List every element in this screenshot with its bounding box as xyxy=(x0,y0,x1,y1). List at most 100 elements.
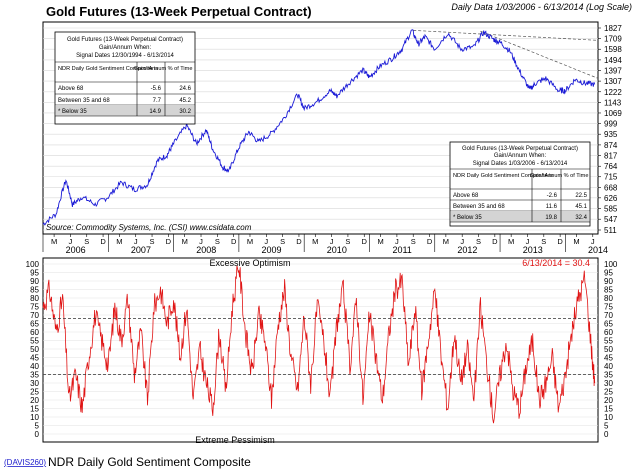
sentiment-y-gridlines xyxy=(43,263,598,435)
sentiment-line xyxy=(42,265,596,424)
sentiment-right-tick-labels: 0510152025303540455055606570758085909510… xyxy=(604,260,618,439)
stats-table-long-term: Gold Futures (13-Week Perpetual Contract… xyxy=(54,31,196,125)
gold-x-month-label: J xyxy=(264,237,268,246)
sentiment-right-tick-label: 35 xyxy=(604,371,613,380)
gold-y-tick-label: 715 xyxy=(604,173,618,182)
table-row-gain: 19.8 xyxy=(545,215,557,221)
table-row-time: 45.2 xyxy=(179,98,191,104)
sentiment-left-tick-label: 30 xyxy=(30,379,39,388)
gold-x-month-label: S xyxy=(345,237,350,246)
gold-x-month-label: J xyxy=(526,237,530,246)
sentiment-left-tick-label: 45 xyxy=(30,354,39,363)
gold-x-month-label: D xyxy=(231,237,237,246)
gold-y-tick-label: 626 xyxy=(604,194,618,203)
gold-x-month-label: J xyxy=(199,237,203,246)
table-row-gain: -2.6 xyxy=(547,193,558,199)
sentiment-left-tick-label: 20 xyxy=(30,396,39,405)
sentiment-left-tick-label: 40 xyxy=(30,362,39,371)
sentiment-left-tick-label: 25 xyxy=(30,388,39,397)
sentiment-right-tick-label: 70 xyxy=(604,311,613,320)
gold-chart-subtitle: Daily Data 1/03/2006 - 6/13/2014 (Log Sc… xyxy=(451,2,632,12)
table-row-label: * Below 35 xyxy=(58,109,87,115)
gold-x-year-label: 2008 xyxy=(196,245,216,255)
gold-price-line xyxy=(42,29,596,226)
table-row-time: 32.4 xyxy=(575,215,587,221)
gold-x-month-label: M xyxy=(573,237,579,246)
trendline-upper xyxy=(413,30,599,41)
sentiment-left-tick-label: 15 xyxy=(30,405,39,414)
gold-x-month-label: S xyxy=(215,237,220,246)
gold-y-tick-label: 1143 xyxy=(604,98,622,107)
gold-x-month-label: M xyxy=(312,237,318,246)
sentiment-left-tick-label: 55 xyxy=(30,337,39,346)
gold-x-month-label: S xyxy=(84,237,89,246)
sentiment-left-tick-label: 10 xyxy=(30,413,39,422)
gold-x-month-label: S xyxy=(411,237,416,246)
gold-x-year-label: 2009 xyxy=(262,245,282,255)
gold-y-tick-label: 1709 xyxy=(604,35,622,44)
gold-y-tick-label: 1598 xyxy=(604,45,622,54)
gold-x-month-label: M xyxy=(443,237,449,246)
gold-x-month-label: D xyxy=(492,237,498,246)
sentiment-right-tick-label: 25 xyxy=(604,388,613,397)
gold-x-month-label: J xyxy=(395,237,399,246)
gold-x-month-label: D xyxy=(100,237,106,246)
table-2-highlight-row xyxy=(450,211,590,222)
gold-x-month-label: D xyxy=(427,237,433,246)
gold-y-tick-label: 1827 xyxy=(604,24,622,33)
sentiment-right-tick-label: 65 xyxy=(604,320,613,329)
sentiment-right-tick-label: 40 xyxy=(604,362,613,371)
sentiment-left-tick-label: 100 xyxy=(26,260,40,269)
sentiment-left-tick-label: 80 xyxy=(30,294,39,303)
sentiment-right-tick-label: 5 xyxy=(604,422,609,431)
table-2-header-gain: Gain/ Annum xyxy=(530,173,563,179)
table-row-gain: 11.6 xyxy=(546,204,558,210)
sentiment-left-tick-label: 60 xyxy=(30,328,39,337)
table-row-gain: -5.6 xyxy=(151,86,162,92)
sentiment-right-tick-label: 30 xyxy=(604,379,613,388)
series-code: (DAVIS260) xyxy=(4,458,46,467)
sentiment-reference-lines xyxy=(43,317,598,375)
gold-x-month-label: D xyxy=(166,237,172,246)
table-1-subtitle: Gain/Annum When: xyxy=(99,45,152,51)
table-1-header-gain: Gain/ Annum xyxy=(134,66,167,72)
table-1-title: Gold Futures (13-Week Perpetual Contract… xyxy=(67,37,183,43)
sentiment-right-tick-label: 0 xyxy=(604,430,609,439)
sentiment-left-tick-label: 50 xyxy=(30,345,39,354)
gold-x-month-label: S xyxy=(280,237,285,246)
table-row-time: 45.1 xyxy=(575,204,587,210)
sentiment-left-tick-label: 5 xyxy=(35,422,40,431)
table-2-title: Gold Futures (13-Week Perpetual Contract… xyxy=(462,146,578,152)
gold-x-month-label: D xyxy=(557,237,563,246)
gold-y-tick-label: 668 xyxy=(604,184,618,193)
sentiment-left-tick-label: 85 xyxy=(30,286,39,295)
sentiment-right-tick-label: 60 xyxy=(604,328,613,337)
gold-y-tick-label: 817 xyxy=(604,152,618,161)
gold-x-year-label: 2012 xyxy=(457,245,477,255)
gold-series-line xyxy=(42,29,596,226)
table-1-header-time: % of Time xyxy=(168,66,193,72)
sentiment-left-tick-label: 95 xyxy=(30,269,39,278)
sentiment-right-tick-label: 100 xyxy=(604,260,618,269)
gold-x-month-label: M xyxy=(182,237,188,246)
gold-y-tick-label: 1069 xyxy=(604,109,622,118)
sentiment-right-tick-label: 85 xyxy=(604,286,613,295)
sentiment-plot-frame xyxy=(42,257,599,443)
table-row-label: Between 35 and 68 xyxy=(58,98,110,104)
gold-y-tick-label: 1397 xyxy=(604,67,622,76)
sentiment-left-tick-labels: 0510152025303540455055606570758085909510… xyxy=(26,260,40,439)
gold-x-year-label: 2014 xyxy=(588,245,608,255)
gold-x-month-label: S xyxy=(541,237,546,246)
table-2-dates: Signal Dates 1/03/2006 - 6/13/2014 xyxy=(473,161,568,167)
gold-x-month-label: M xyxy=(116,237,122,246)
gold-plot-frame xyxy=(42,21,599,235)
gold-y-tick-label: 1222 xyxy=(604,88,622,97)
gold-x-month-label: S xyxy=(150,237,155,246)
gold-x-year-label: 2013 xyxy=(523,245,543,255)
gold-x-month-label: S xyxy=(476,237,481,246)
gold-x-month-label: M xyxy=(247,237,253,246)
table-row-label: Above 68 xyxy=(453,193,479,199)
sentiment-right-tick-label: 45 xyxy=(604,354,613,363)
table-row-time: 30.2 xyxy=(179,109,191,115)
